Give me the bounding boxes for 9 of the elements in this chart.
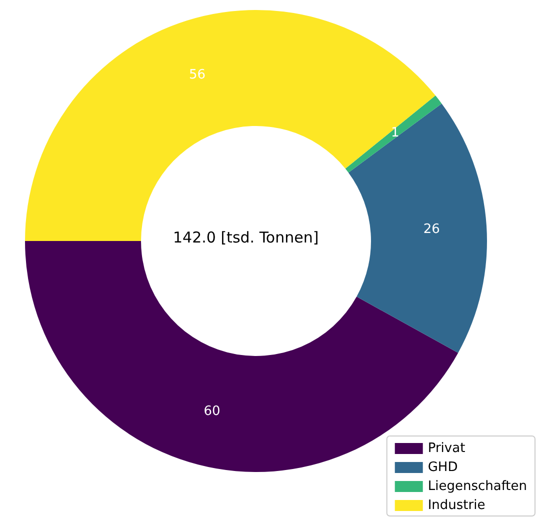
- legend-label: Liegenschaften: [428, 479, 528, 494]
- legend-label: GHD: [428, 460, 458, 475]
- legend-label: Industrie: [428, 498, 486, 513]
- text: 142.0 [tsd. Tonnen]: [173, 228, 319, 246]
- data-label: 1: [391, 126, 400, 141]
- data-label: 56: [188, 68, 206, 83]
- legend-label: Privat: [428, 441, 466, 456]
- data-label: 60: [204, 404, 220, 419]
- data-label: 26: [423, 222, 440, 237]
